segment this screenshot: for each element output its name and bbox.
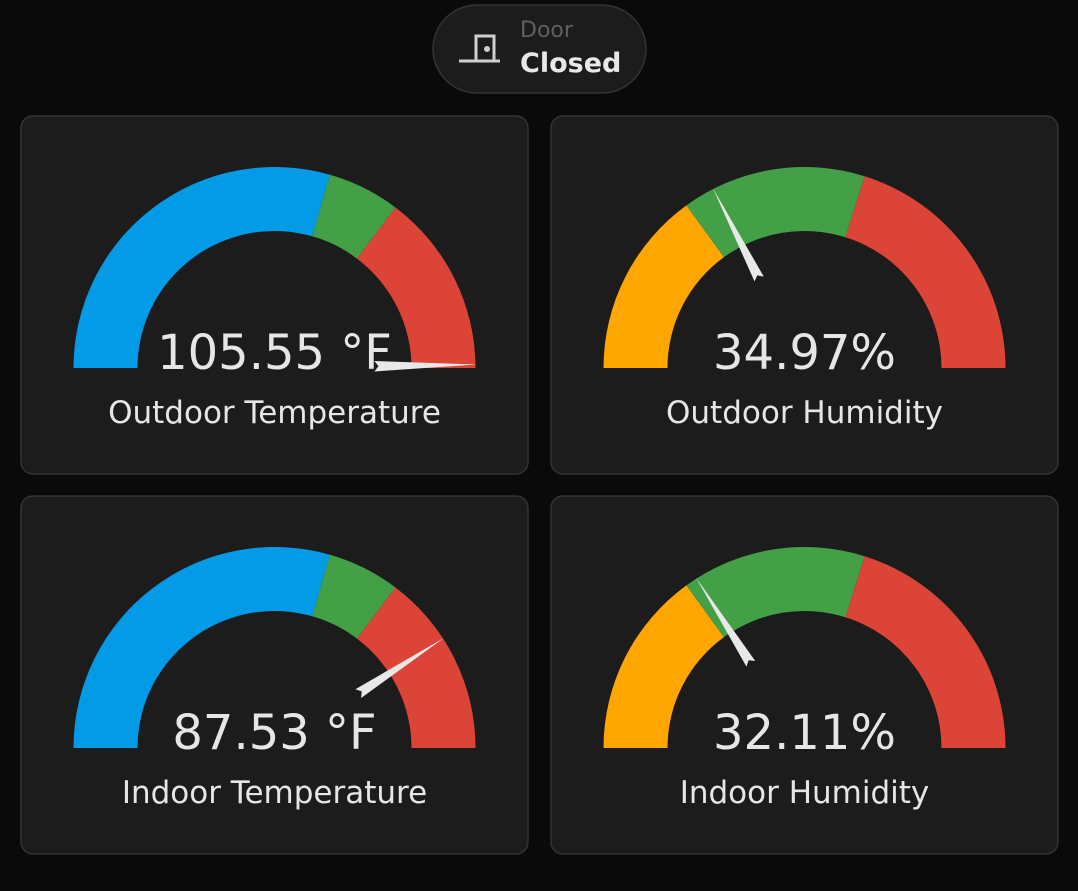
door-icon — [459, 34, 500, 63]
gauge-segment — [686, 167, 865, 258]
card-background[interactable] — [550, 115, 1059, 475]
gauge-segment — [603, 585, 724, 748]
gauge-needle — [695, 577, 756, 667]
gauge-segment — [603, 205, 724, 368]
gauge-segment — [356, 207, 476, 368]
gauge-name: Outdoor Temperature — [108, 395, 441, 431]
door-chip[interactable]: Door Closed — [432, 4, 647, 94]
gauge-needle — [355, 637, 444, 698]
gauge-name: Indoor Humidity — [680, 775, 930, 811]
gauge-name: Outdoor Humidity — [666, 395, 943, 431]
card-background[interactable] — [20, 115, 529, 475]
gauge-segment — [312, 174, 396, 259]
gauge-segment — [845, 176, 1006, 368]
gauge-card[interactable]: 105.55 °F Outdoor Temperature — [20, 115, 529, 475]
gauge-value: 34.97% — [713, 325, 896, 381]
gauge-card[interactable]: 34.97% Outdoor Humidity — [550, 115, 1059, 475]
gauge-card[interactable]: 32.11% Indoor Humidity — [550, 495, 1059, 855]
gauge-segment — [845, 556, 1006, 748]
gauge-needle — [374, 361, 477, 372]
gauge-segment — [686, 547, 865, 638]
gauge-name: Indoor Temperature — [122, 775, 427, 811]
gauge-value: 105.55 °F — [157, 325, 392, 381]
gauge-value: 87.53 °F — [172, 705, 376, 761]
card-background[interactable] — [550, 495, 1059, 855]
chip-name: Door — [520, 18, 574, 43]
gauge-value: 32.11% — [713, 705, 896, 761]
gauge-segment — [356, 587, 476, 748]
gauge-segment — [73, 546, 330, 748]
chip-background[interactable] — [432, 4, 647, 94]
gauge-segment — [73, 166, 330, 368]
chip-state: Closed — [520, 48, 621, 79]
card-background[interactable] — [20, 495, 529, 855]
gauge-needle — [712, 188, 764, 282]
gauge-segment — [312, 554, 396, 639]
gauge-card[interactable]: 87.53 °F Indoor Temperature — [20, 495, 529, 855]
